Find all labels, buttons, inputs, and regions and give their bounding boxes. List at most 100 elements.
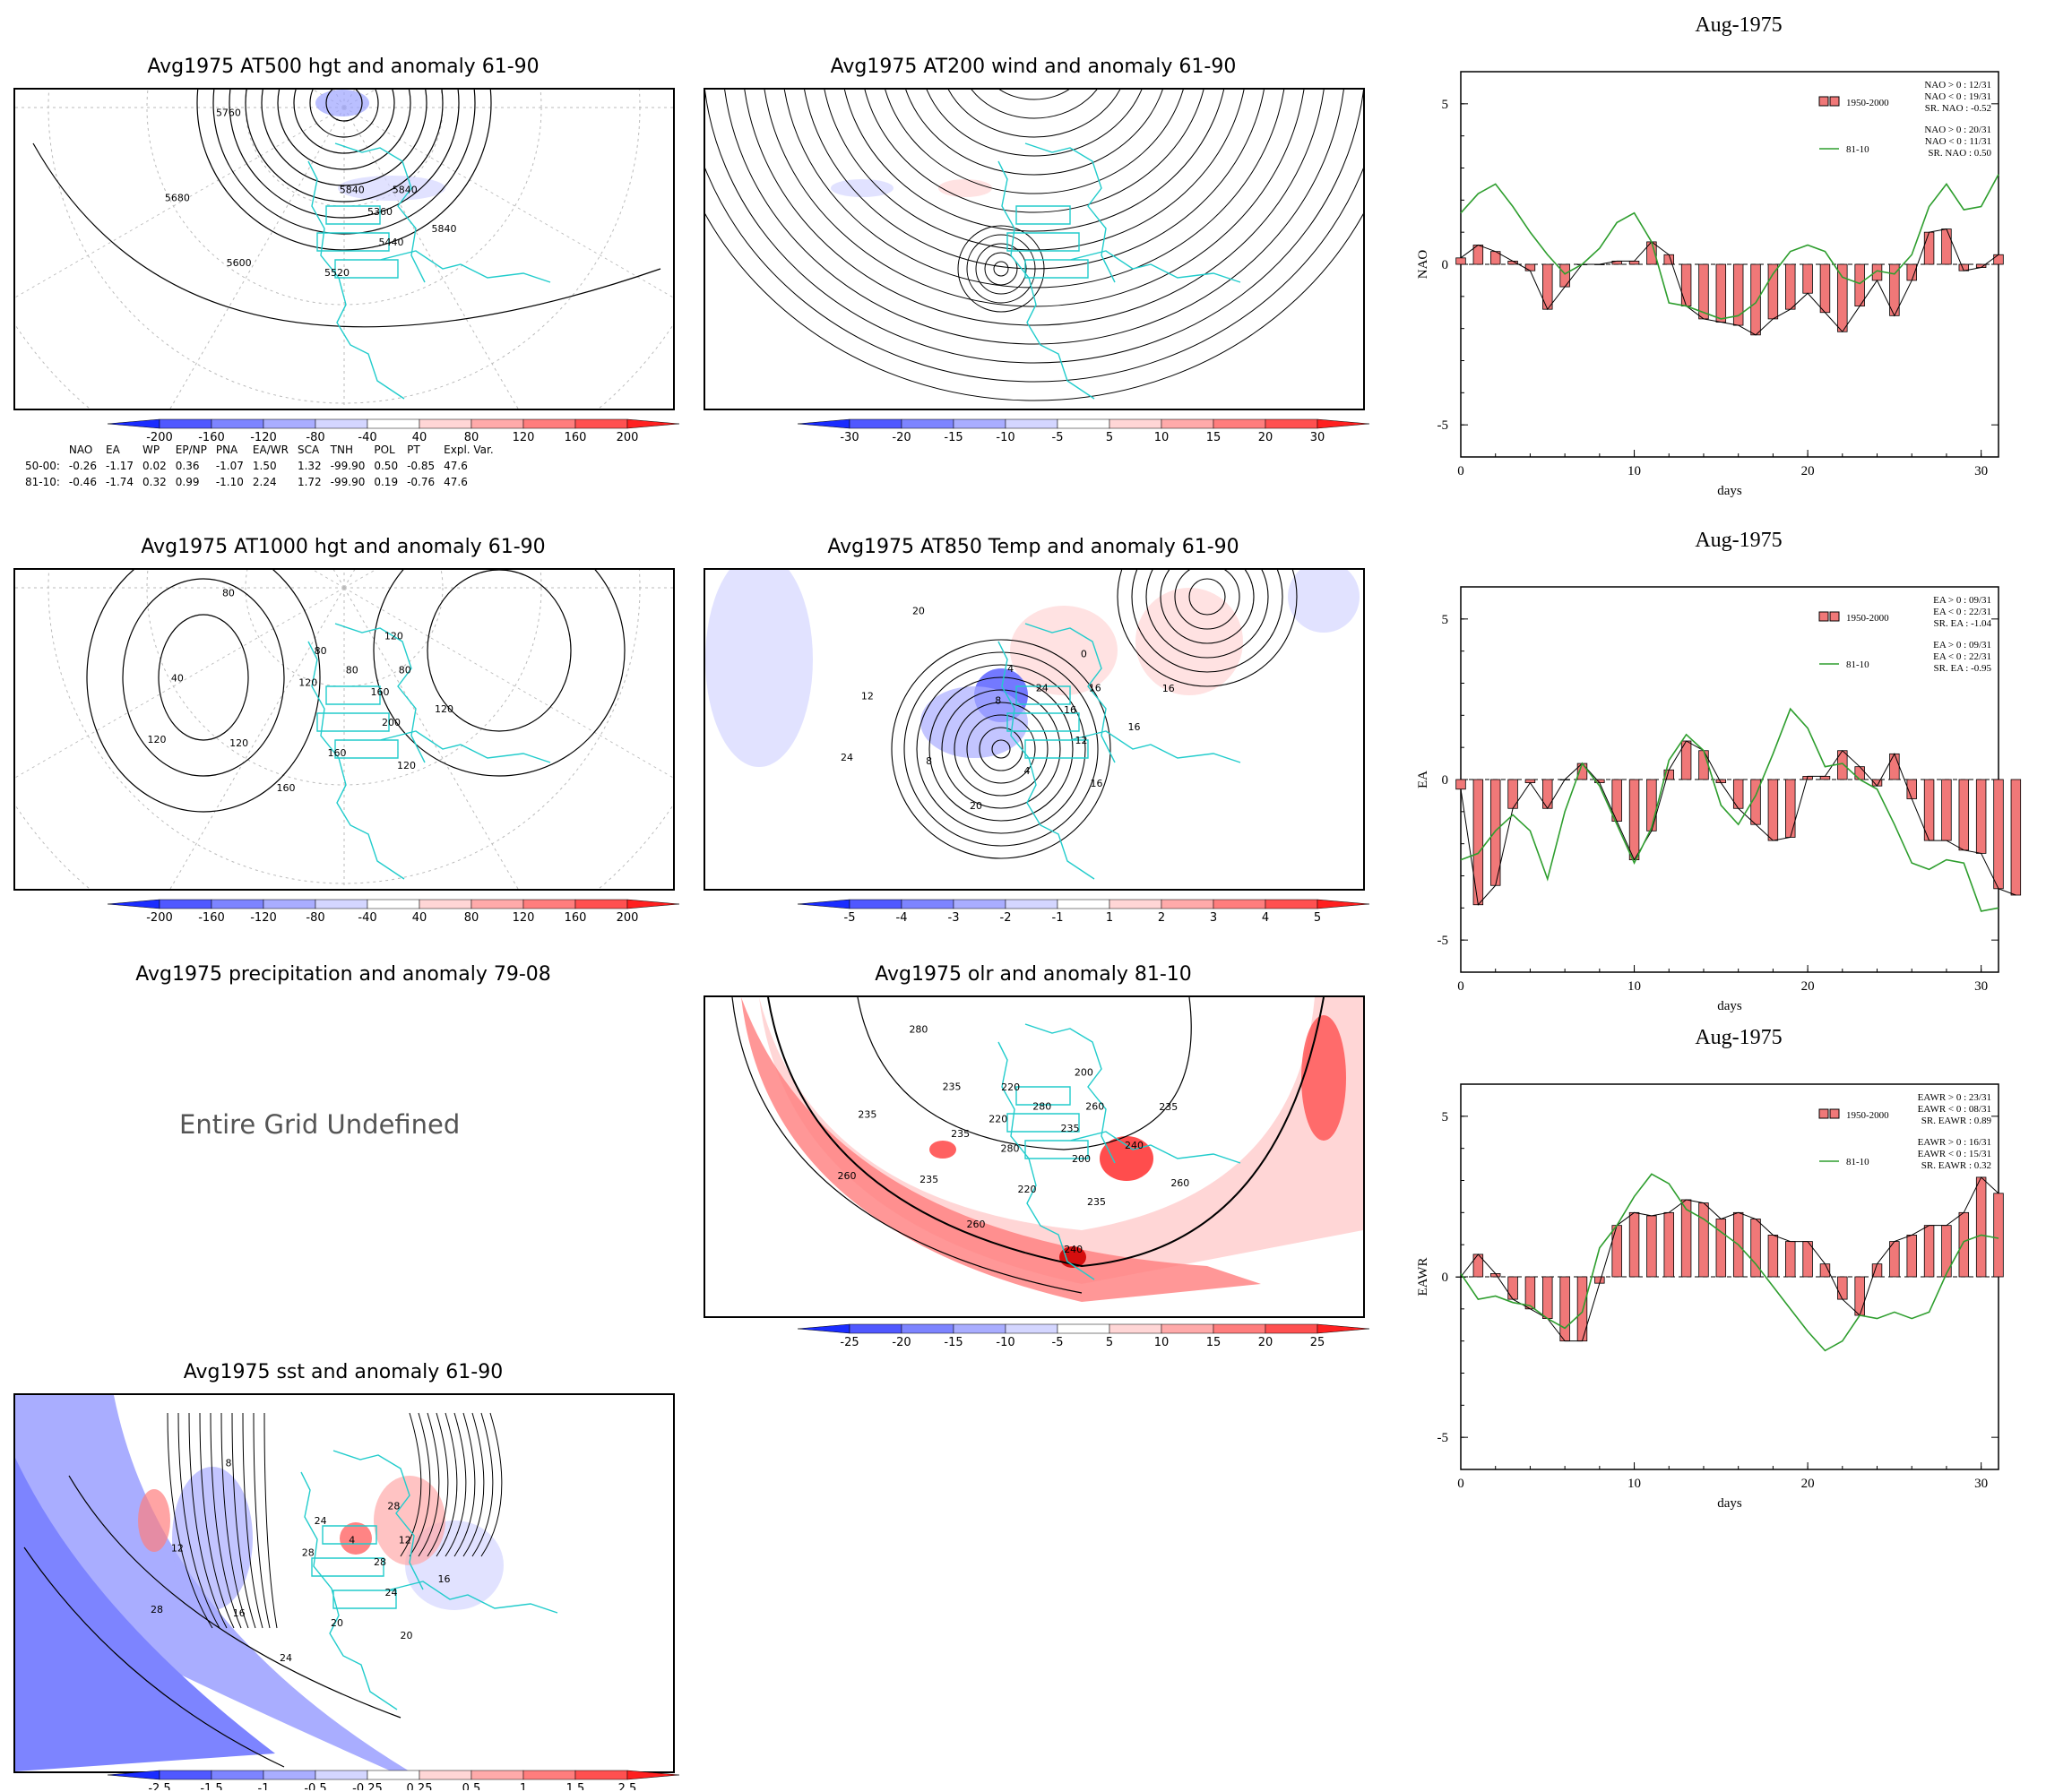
index-table-cell: 0.32	[142, 476, 167, 488]
colorbar-segment	[849, 1323, 902, 1334]
contour-label: 5600	[227, 257, 252, 269]
bar	[1819, 263, 1831, 314]
colorbar-tick-label: 0.25	[407, 1782, 433, 1790]
colorbar-segment	[471, 1770, 524, 1780]
colorbar-segment	[211, 418, 264, 429]
contour-line	[263, 1412, 278, 1629]
streamline	[971, 90, 1098, 119]
ts-title-eawr: Aug-1975	[1695, 1026, 1783, 1049]
contour-label: 220	[1018, 1184, 1037, 1195]
colorbar-tick-label: 20	[1258, 1336, 1273, 1349]
bar	[1767, 263, 1779, 320]
colorbar-tick-label: -5	[844, 911, 856, 925]
legend-stat: SR. NAO : 0.50	[1928, 148, 1991, 159]
legend-swatch-bar	[1829, 1108, 1840, 1119]
index-table: NAO EA WP EP/NP PNA EA/WR SCA TNH POL PT Expl. Var…	[20, 441, 499, 491]
bar	[1524, 1276, 1536, 1310]
contour-label: 5840	[432, 223, 457, 235]
contour-line	[928, 676, 1074, 822]
colorbar-tick-label: 10	[1154, 431, 1170, 444]
contour-label: 0	[1081, 648, 1087, 659]
lon-gridline	[343, 107, 519, 409]
contour-line	[122, 578, 285, 777]
contour-line	[231, 1412, 256, 1629]
colorbar-tick-label: -1	[258, 1782, 270, 1790]
anomaly-shading	[705, 997, 1261, 1302]
streamline	[844, 90, 1224, 232]
index-table-cell: EP/NP	[175, 444, 207, 456]
lon-gridline	[15, 587, 345, 779]
index-table-cell: TNH	[330, 444, 354, 456]
anomaly-shading	[920, 686, 1028, 758]
bar	[1785, 263, 1796, 310]
contour-label: 220	[989, 1113, 1007, 1124]
lon-gridline	[343, 570, 376, 589]
y-axis-label: EAWR	[1416, 1258, 1430, 1297]
colorbar-segment	[211, 1770, 264, 1780]
colorbar-wind: -30 -20 -15 -10 -5 5 10 15 20 30	[797, 418, 1370, 444]
colorbar-segment	[367, 899, 420, 909]
bar	[1524, 263, 1536, 271]
colorbar-segment	[1005, 1323, 1058, 1334]
anomaly-shading	[338, 176, 445, 201]
legend-label: 1950-2000	[1846, 613, 1889, 624]
x-tick-label: 30	[1974, 1477, 1988, 1491]
map-title-200: Avg1975 AT200 wind and anomaly 61-90	[830, 56, 1237, 78]
colorbar-segment	[574, 418, 628, 429]
contour-label: 260	[1170, 1177, 1189, 1189]
bar	[1698, 1202, 1709, 1278]
bar	[1958, 779, 1970, 851]
contour-label: 235	[943, 1081, 962, 1093]
contour-line	[767, 997, 1325, 1268]
colorbar-tick-label: 200	[617, 431, 639, 444]
colorbar-tick-label: 5	[1314, 911, 1321, 925]
streamline	[885, 90, 1184, 194]
colorbar-tick-label: -20	[892, 431, 911, 444]
colorbar-tick-label: 15	[1206, 1336, 1222, 1349]
colorbar-segment	[522, 418, 576, 429]
contour-label: 4	[1007, 663, 1014, 675]
ts-title-nao: Aug-1975	[1695, 13, 1783, 37]
contour-line	[984, 252, 1018, 286]
colorbar-segment	[1213, 899, 1266, 909]
anomaly-shading	[340, 1522, 372, 1555]
anomaly-shading	[315, 90, 369, 116]
colorbar-arrow-left	[797, 899, 850, 909]
coastline	[997, 623, 1241, 880]
y-tick-label: -5	[1437, 934, 1449, 948]
contour-label: 5840	[393, 185, 418, 196]
legend-label: 81-10	[1846, 1157, 1869, 1167]
bar	[1819, 776, 1831, 780]
colorbar-segment	[159, 1770, 212, 1780]
contour-label: 80	[399, 665, 411, 676]
bar	[1854, 766, 1865, 780]
index-table-cell: -0.85	[407, 460, 436, 472]
colorbar-tick-label: -1.5	[200, 1782, 222, 1790]
index-table-row: 81-10: -0.46 -1.74 0.32 0.99 -1.10 2.24 1.72 -99…	[22, 475, 497, 489]
index-table-cell: 0.36	[175, 460, 200, 472]
colorbar-tick-label: -160	[198, 911, 225, 925]
contour-line	[453, 1412, 476, 1557]
streamline	[764, 90, 1305, 307]
index-table-cell: 0.19	[374, 476, 399, 488]
colorbar-segment	[574, 899, 628, 909]
map-sst-frame: 28 24 20 16 12 8 4 12 16 20 24 28 28 24 28	[13, 1393, 675, 1773]
lon-gridline	[343, 570, 356, 589]
legend-stat: EA < 0 : 22/31	[1933, 607, 1991, 617]
map-title-sst: Avg1975 sst and anomaly 61-90	[183, 1361, 504, 1383]
colorbar-segment	[419, 1770, 472, 1780]
ts-title-ea: Aug-1975	[1695, 529, 1783, 552]
colorbar-tick-label: -5	[1052, 1336, 1064, 1349]
anomaly-shading	[138, 1489, 170, 1552]
colorbar-tick-label: -120	[250, 431, 277, 444]
colorbar-segment	[1109, 899, 1162, 909]
colorbar-segment	[1213, 418, 1266, 429]
lon-gridline	[15, 107, 345, 298]
streamline	[947, 90, 1121, 138]
index-table-cell: -99.90	[330, 476, 366, 488]
x-tick-label: 20	[1801, 464, 1815, 478]
y-tick-label: 5	[1442, 1110, 1449, 1124]
anomaly-shading	[172, 1467, 253, 1610]
colorbar-segment	[315, 418, 368, 429]
contour-label: 120	[148, 734, 167, 745]
